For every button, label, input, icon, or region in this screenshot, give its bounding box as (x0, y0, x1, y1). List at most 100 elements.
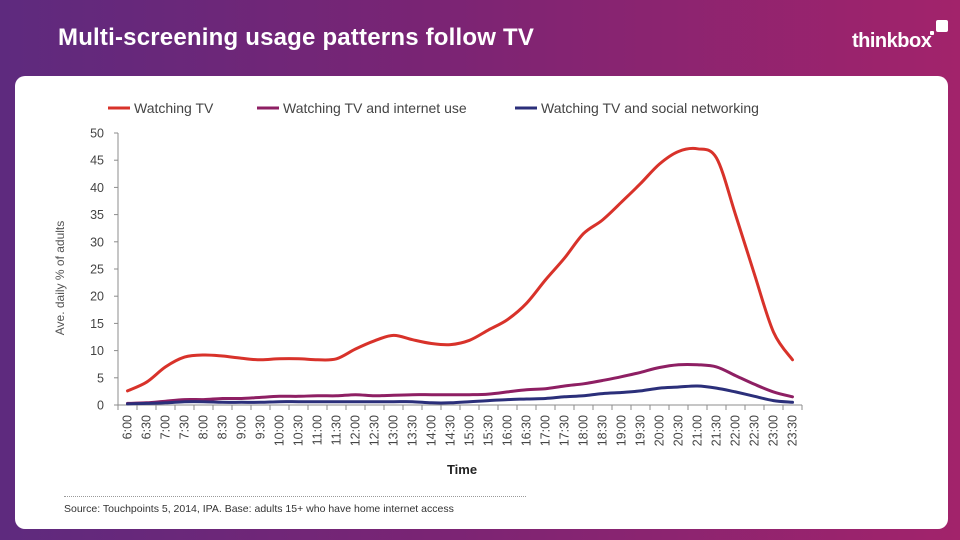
x-tick-label: 17:30 (558, 415, 572, 446)
x-tick-label: 15:30 (482, 415, 496, 446)
data-point (791, 395, 794, 398)
data-point (601, 379, 604, 382)
data-point (240, 397, 243, 400)
data-point (316, 400, 319, 403)
data-point (240, 401, 243, 404)
data-point (582, 394, 585, 397)
data-point (259, 401, 262, 404)
data-point (430, 393, 433, 396)
x-tick-label: 10:30 (292, 415, 306, 446)
data-point (487, 399, 490, 402)
legend-item: Watching TV and social networking (515, 100, 759, 116)
data-point (620, 201, 623, 204)
y-tick-label: 45 (90, 154, 104, 168)
data-point (696, 384, 699, 387)
data-point (468, 339, 471, 342)
data-point (734, 213, 737, 216)
data-point (335, 357, 338, 360)
data-point (259, 396, 262, 399)
data-point (373, 400, 376, 403)
x-tick-label: 8:30 (216, 415, 230, 439)
x-tick-label: 14:30 (444, 415, 458, 446)
data-point (658, 387, 661, 390)
x-tick-label: 22:00 (729, 415, 743, 446)
data-point (449, 393, 452, 396)
chart-axes: 0 5 10 15 20 25 30 35 40 45 50 6:00 6:30 7:00 7:30 8:00… (90, 127, 803, 446)
x-tick-label: 6:30 (140, 415, 154, 439)
y-tick-label: 30 (90, 235, 104, 249)
x-tick-label: 18:00 (577, 415, 591, 446)
x-tick-label: 11:00 (311, 415, 325, 445)
data-point (677, 386, 680, 389)
data-point (411, 393, 414, 396)
y-tick-label: 50 (90, 127, 104, 141)
data-point (449, 401, 452, 404)
legend-label: Watching TV and internet use (283, 100, 467, 116)
series-0 (126, 146, 794, 393)
x-tick-label: 18:30 (596, 415, 610, 446)
data-point (772, 399, 775, 402)
data-point (392, 394, 395, 397)
data-point (297, 400, 300, 403)
data-point (278, 400, 281, 403)
x-tick-label: 6:00 (121, 415, 135, 439)
data-point (392, 334, 395, 337)
series-1 (126, 362, 794, 405)
data-point (544, 397, 547, 400)
chart-series (126, 146, 794, 406)
data-point (202, 400, 205, 403)
legend-label: Watching TV (134, 100, 214, 116)
source-divider (64, 496, 526, 497)
data-point (411, 400, 414, 403)
data-point (601, 219, 604, 222)
x-tick-label: 21:30 (710, 415, 724, 446)
data-point (278, 395, 281, 398)
x-tick-label: 12:00 (349, 415, 363, 446)
data-point (582, 232, 585, 235)
data-point (525, 302, 528, 305)
y-tick-label: 5 (97, 371, 104, 385)
data-point (753, 383, 756, 386)
legend-item: Watching TV (108, 100, 214, 116)
data-point (677, 363, 680, 366)
legend-label: Watching TV and social networking (541, 100, 759, 116)
y-tick-label: 0 (97, 399, 104, 413)
y-axis-label: Ave. daily % of adults (53, 221, 67, 336)
data-point (221, 397, 224, 400)
data-point (658, 163, 661, 166)
data-point (620, 391, 623, 394)
data-point (506, 398, 509, 401)
x-tick-label: 12:30 (368, 415, 382, 446)
data-point (335, 394, 338, 397)
data-point (715, 157, 718, 160)
data-point (335, 400, 338, 403)
data-point (563, 395, 566, 398)
data-point (354, 400, 357, 403)
data-point (734, 374, 737, 377)
data-point (791, 358, 794, 361)
x-tick-label: 22:30 (748, 415, 762, 446)
data-point (525, 398, 528, 401)
data-point (202, 353, 205, 356)
data-point (715, 365, 718, 368)
x-tick-label: 8:00 (197, 415, 211, 439)
x-tick-label: 7:30 (178, 415, 192, 439)
data-point (658, 366, 661, 369)
y-tick-label: 10 (90, 344, 104, 358)
data-point (772, 331, 775, 334)
data-point (354, 393, 357, 396)
data-point (696, 363, 699, 366)
data-point (487, 328, 490, 331)
x-tick-label: 19:30 (634, 415, 648, 446)
data-point (487, 393, 490, 396)
data-point (297, 357, 300, 360)
data-point (164, 365, 167, 368)
x-axis-label: Time (447, 462, 477, 477)
data-point (430, 401, 433, 404)
x-tick-label: 20:30 (672, 415, 686, 446)
y-tick-label: 15 (90, 317, 104, 331)
chart-legend: Watching TV Watching TV and internet use W… (108, 100, 759, 116)
data-point (696, 147, 699, 150)
logo-mark-icon (930, 20, 948, 35)
data-point (677, 150, 680, 153)
